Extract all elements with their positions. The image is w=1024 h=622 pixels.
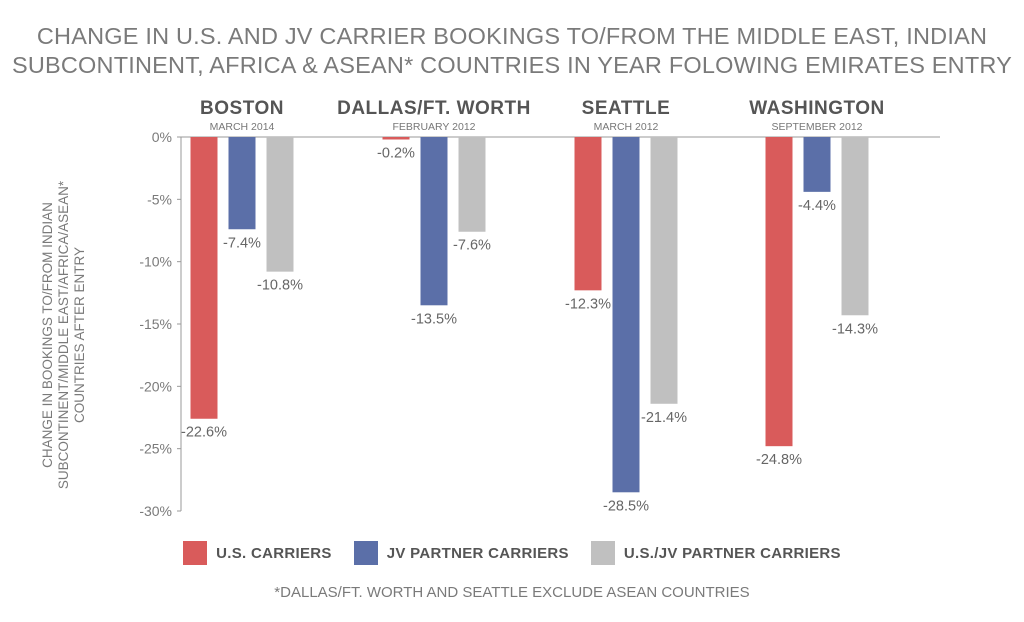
category-label-boston: BOSTON: [200, 98, 284, 119]
y-tick-label: -20%: [139, 378, 172, 394]
footnote: *DALLAS/FT. WORTH AND SEATTLE EXCLUDE AS…: [274, 584, 750, 601]
data-label-usjv-dallas-ft-worth: -7.6%: [453, 238, 491, 254]
y-tick-label: -15%: [139, 316, 172, 332]
bar-us-boston: [190, 137, 218, 419]
data-label-us-washington: -24.8%: [756, 452, 802, 468]
category-label-washington: WASHINGTON: [749, 98, 885, 119]
bar-usjv-boston: [266, 137, 294, 272]
data-label-usjv-boston: -10.8%: [257, 278, 303, 294]
data-label-jv-washington: -4.4%: [798, 198, 836, 214]
bar-usjv-seattle: [650, 137, 678, 404]
legend-swatch-us-jv-partner-carriers: [590, 541, 615, 565]
bar-jv-boston: [228, 137, 256, 230]
bar-us-washington: [765, 137, 793, 447]
chart-title: CHANGE IN U.S. AND JV CARRIER BOOKINGS T…: [0, 22, 1024, 80]
category-sublabel-seattle: MARCH 2012: [594, 121, 659, 133]
category-label-seattle: SEATTLE: [582, 98, 671, 119]
y-tick-label: -25%: [139, 441, 172, 457]
data-label-usjv-washington: -14.3%: [832, 321, 878, 337]
bar-us-dallas-ft-worth: [382, 137, 410, 140]
y-tick-label: -5%: [147, 191, 172, 207]
data-label-us-dallas-ft-worth: -0.2%: [377, 145, 415, 161]
data-label-usjv-seattle: -21.4%: [641, 410, 687, 426]
bar-us-seattle: [574, 137, 602, 291]
category-sublabel-washington: SEPTEMBER 2012: [771, 121, 862, 133]
legend-label-us-carriers: U.S. CARRIERS: [216, 544, 332, 562]
data-label-jv-dallas-ft-worth: -13.5%: [411, 311, 457, 327]
legend-item-us-carriers: U.S. CARRIERS: [183, 541, 332, 565]
category-sublabel-dallas-ft-worth: FEBRUARY 2012: [392, 121, 475, 133]
legend-label-jv-partner-carriers: JV PARTNER CARRIERS: [386, 544, 569, 562]
y-tick-label: -30%: [139, 503, 172, 519]
bar-usjv-washington: [841, 137, 869, 316]
bar-jv-seattle: [612, 137, 640, 493]
chart-title-line-2: SUBCONTINENT, AFRICA & ASEAN* COUNTRIES …: [11, 52, 1013, 78]
data-label-jv-boston: -7.4%: [223, 235, 261, 251]
bar-usjv-dallas-ft-worth: [458, 137, 486, 232]
data-label-us-boston: -22.6%: [181, 425, 227, 441]
category-sublabel-boston: MARCH 2014: [210, 121, 275, 133]
legend: U.S. CARRIERS JV PARTNER CARRIERS U.S./J…: [0, 541, 1024, 565]
category-label-dallas-ft-worth: DALLAS/FT. WORTH: [337, 98, 531, 119]
data-label-us-seattle: -12.3%: [565, 296, 611, 312]
data-label-jv-seattle: -28.5%: [603, 498, 649, 514]
chart-title-line-1: CHANGE IN U.S. AND JV CARRIER BOOKINGS T…: [36, 23, 988, 49]
legend-item-jv-partner-carriers: JV PARTNER CARRIERS: [353, 541, 569, 565]
y-tick-label: -10%: [139, 254, 172, 270]
legend-item-us-jv-partner-carriers: U.S./JV PARTNER CARRIERS: [590, 541, 841, 565]
bar-jv-washington: [803, 137, 831, 192]
y-tick-label: 0%: [152, 129, 172, 145]
bar-jv-dallas-ft-worth: [420, 137, 448, 306]
legend-label-us-jv-partner-carriers: U.S./JV PARTNER CARRIERS: [623, 544, 841, 562]
legend-swatch-us-carriers: [183, 541, 208, 565]
legend-swatch-jv-partner-carriers: [353, 541, 378, 565]
